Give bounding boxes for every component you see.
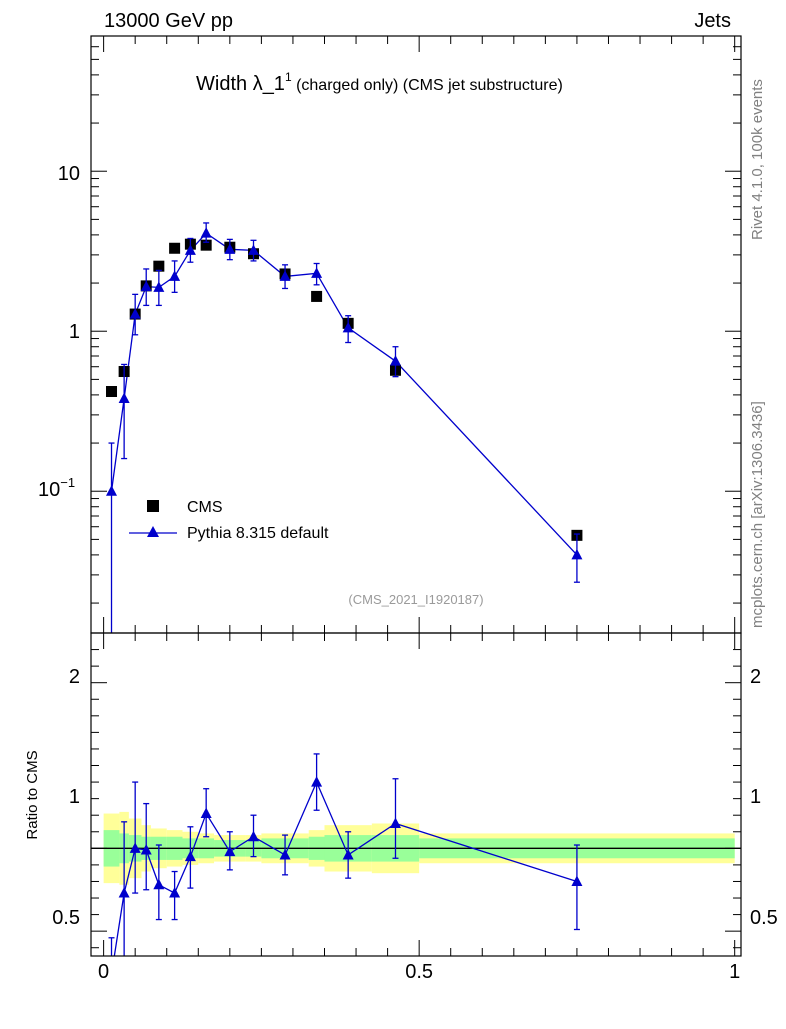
mc-ratio-point [200, 807, 212, 819]
mc-ratio-point [342, 848, 354, 860]
main-title: Width λ_11 (charged only) (CMS jet subst… [196, 70, 563, 95]
mc-point [279, 270, 291, 281]
mc-ratio-line [113, 780, 578, 956]
ytick-label-1: 1 [69, 321, 80, 343]
ratio-frame [90, 632, 742, 957]
cms-point [106, 386, 118, 398]
mc-line-ratio [113, 780, 578, 956]
cms-point [153, 260, 165, 272]
mc-ratio-point [129, 842, 141, 853]
side-label-mcplots: mcplots.cern.ch [arXiv:1306.3436] [749, 401, 766, 628]
mc-line [110, 232, 578, 556]
ratio-ytick-left-0.5: 0.5 [52, 907, 80, 929]
ratio-axis-ticks [91, 633, 741, 956]
mc-point [153, 281, 165, 292]
legend-mc-marker [147, 526, 159, 537]
mc-ratio-point [248, 830, 259, 842]
cms-point [311, 290, 323, 302]
ratio-ylabel: Ratio to CMS [24, 750, 41, 839]
cms-point [200, 239, 212, 251]
cms-points [106, 238, 583, 541]
main-frame [90, 35, 742, 634]
ratio-ytick-left-2: 2 [69, 666, 80, 688]
main-axis-ticks [91, 35, 741, 633]
main-panel [91, 35, 741, 633]
mc-point [140, 280, 152, 292]
mc-ratio-point [153, 878, 165, 890]
ratio-ytick-right-2: 2 [750, 666, 761, 688]
header-right: Jets [694, 10, 731, 32]
mc-ratio-points [108, 753, 583, 956]
mc-points [106, 222, 583, 633]
xtick-label-0: 0 [98, 961, 109, 983]
analysis-tag: (CMS_2021_I1920187) [348, 592, 483, 607]
mc-point [571, 548, 583, 560]
ratio-ytick-right-0.5: 0.5 [750, 907, 778, 929]
mc-ratio-point [169, 887, 181, 898]
mc-point [106, 485, 118, 496]
mc-point [200, 227, 212, 238]
mc-ratio-point [279, 848, 291, 860]
mc-point [389, 355, 401, 366]
side-label-rivet: Rivet 4.1.0, 100k events [749, 79, 766, 240]
ratio-panel [91, 633, 741, 956]
ratio-ytick-right-1: 1 [750, 786, 761, 808]
mc-ratio-point [389, 817, 401, 828]
mc-ratio-point [184, 850, 196, 862]
cms-point [169, 242, 181, 254]
mc-ratio-point [118, 887, 130, 898]
legend-cms-label: CMS [187, 499, 223, 516]
xtick-label-0.5: 0.5 [405, 961, 433, 983]
mc-ratio-point [224, 845, 236, 857]
legend-cms-marker [147, 500, 159, 512]
mc-line-main [110, 232, 578, 556]
mc-ratio-point [571, 875, 583, 886]
xtick-label-1: 1 [729, 961, 740, 983]
mc-point [129, 308, 141, 319]
mc-point [342, 321, 354, 333]
ytick-label-10: 10 [58, 163, 80, 185]
mc-ratio-point [140, 843, 152, 855]
header-left: 13000 GeV pp [104, 10, 233, 32]
ytick-label-0.1: 10−1 [38, 475, 75, 501]
legend: CMS Pythia 8.315 default [129, 499, 329, 542]
mc-point [224, 243, 236, 254]
mc-point [311, 267, 323, 278]
mc-ratio-point [311, 776, 323, 787]
mc-point [184, 244, 196, 255]
mc-point [248, 244, 259, 255]
mc-point [169, 270, 181, 281]
mc-point [118, 392, 130, 403]
legend-mc-label: Pythia 8.315 default [187, 525, 329, 542]
ratio-ytick-left-1: 1 [69, 786, 80, 808]
